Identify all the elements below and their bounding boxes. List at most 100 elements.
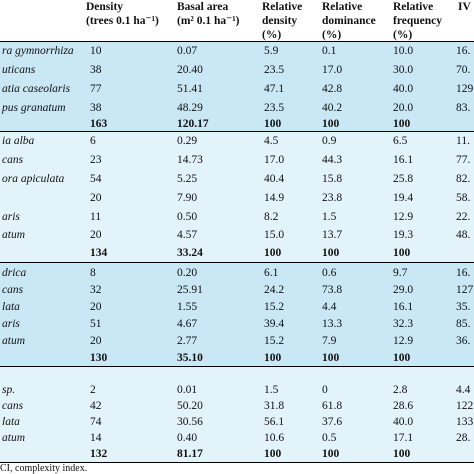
cell-rd: 39.4	[264, 318, 285, 330]
group-rule-2	[0, 262, 474, 263]
cell-rf: 40.0	[393, 83, 414, 95]
cell-species: atum	[2, 432, 25, 444]
total-rf: 100	[393, 247, 411, 259]
cell-basal: 4.57	[177, 229, 198, 241]
cell-rf: 17.1	[393, 432, 414, 444]
cell-density: 42	[90, 400, 102, 412]
total-density: 132	[90, 448, 108, 460]
header-rdom-line2: dominance	[322, 15, 376, 27]
cell-density: 38	[90, 102, 102, 114]
cell-density: 20	[90, 229, 102, 241]
cell-iv: 16.	[456, 267, 471, 279]
cell-density: 20	[90, 192, 102, 204]
total-basal: 33.24	[177, 247, 203, 259]
cell-iv: 122	[456, 400, 474, 412]
cell-rd: 47.1	[264, 83, 285, 95]
cell-basal: 51.41	[177, 83, 203, 95]
cell-rd: 15.0	[264, 229, 285, 241]
header-basal-area: Basal area (m² 0.1 ha⁻¹)	[177, 0, 239, 28]
group-band-3	[0, 263, 474, 366]
header-relative-frequency: Relative frequency (%)	[393, 0, 442, 42]
cell-basal: 5.25	[177, 173, 198, 185]
cell-density: 10	[90, 45, 102, 57]
cell-species: atum	[2, 229, 25, 241]
cell-iv: 11.	[456, 135, 470, 147]
cell-species: ra gymnorrhiza	[2, 45, 74, 57]
cell-rdom: 13.7	[322, 229, 343, 241]
cell-basal: 0.40	[177, 432, 198, 444]
cell-iv: 4.4	[456, 384, 471, 396]
cell-iv: 36.	[456, 335, 471, 347]
cell-rdom: 0.6	[322, 267, 337, 279]
cell-basal: 20.40	[177, 64, 203, 76]
cell-iv: 85.	[456, 318, 471, 330]
cell-density: 54	[90, 173, 102, 185]
cell-rf: 19.4	[393, 192, 414, 204]
cell-iv: 58.	[456, 192, 471, 204]
cell-density: 11	[90, 211, 102, 223]
cell-rdom: 44.3	[322, 154, 343, 166]
header-rule	[0, 41, 474, 42]
cell-species: lata	[2, 301, 20, 313]
cell-iv: 133	[456, 416, 474, 428]
header-rf-line3: (%)	[393, 29, 413, 41]
cell-rf: 32.3	[393, 318, 414, 330]
total-basal: 81.17	[177, 448, 203, 460]
header-iv-line1: IV	[458, 1, 471, 13]
group-band-2	[0, 132, 474, 262]
cell-rd: 10.6	[264, 432, 285, 444]
cell-species: atum	[2, 335, 25, 347]
total-density: 130	[90, 352, 108, 364]
total-rf: 100	[393, 118, 411, 130]
cell-basal: 2.77	[177, 335, 198, 347]
group-rule-1	[0, 131, 474, 132]
group-band-1	[0, 42, 474, 131]
cell-density: 2	[90, 384, 96, 396]
cell-density: 51	[90, 318, 102, 330]
cell-species: aris	[2, 318, 20, 330]
cell-species: aris	[2, 211, 20, 223]
cell-iv: 77.	[456, 154, 471, 166]
group-band-4	[0, 367, 474, 462]
cell-rd: 17.0	[264, 154, 285, 166]
cell-rf: 16.1	[393, 154, 414, 166]
header-rd-line2: density	[262, 15, 298, 27]
total-rdom: 100	[322, 352, 340, 364]
cell-iv: 48.	[456, 229, 471, 241]
cell-rd: 23.5	[264, 64, 285, 76]
total-rdom: 100	[322, 247, 340, 259]
cell-rf: 12.9	[393, 211, 414, 223]
cell-rf: 16.1	[393, 301, 414, 313]
header-basal-line2: (m² 0.1 ha⁻¹)	[177, 15, 240, 27]
cell-rf: 2.8	[393, 384, 408, 396]
cell-rd: 24.2	[264, 284, 285, 296]
cell-iv: 22.	[456, 211, 471, 223]
cell-rf: 40.0	[393, 416, 414, 428]
total-basal: 35.10	[177, 352, 203, 364]
cell-basal: 25.91	[177, 284, 203, 296]
cell-basal: 30.56	[177, 416, 203, 428]
cell-basal: 0.07	[177, 45, 198, 57]
total-rf: 100	[393, 352, 411, 364]
header-relative-density: Relative density (%)	[262, 0, 302, 42]
header-density-line2: (trees 0.1 ha⁻¹)	[86, 15, 159, 27]
cell-basal: 14.73	[177, 154, 203, 166]
cell-density: 74	[90, 416, 102, 428]
cell-rdom: 0.1	[322, 45, 337, 57]
cell-species: atia caseolaris	[2, 83, 71, 95]
header-rdom-line3: (%)	[322, 29, 342, 41]
cell-density: 20	[90, 301, 102, 313]
header-basal-line1: Basal area	[177, 1, 229, 13]
header-density-line1: Density	[86, 1, 124, 13]
cell-species: cans	[2, 284, 24, 296]
total-basal: 120.17	[177, 118, 209, 130]
total-rdom: 100	[322, 448, 340, 460]
header-rf-line1: Relative	[393, 1, 434, 13]
header-rd-line3: (%)	[262, 29, 282, 41]
cell-rd: 14.9	[264, 192, 285, 204]
footnote: CI, complexity index.	[0, 463, 88, 474]
cell-basal: 7.90	[177, 192, 198, 204]
cell-density: 32	[90, 284, 102, 296]
cell-rdom: 15.8	[322, 173, 343, 185]
cell-rd: 4.5	[264, 135, 279, 147]
